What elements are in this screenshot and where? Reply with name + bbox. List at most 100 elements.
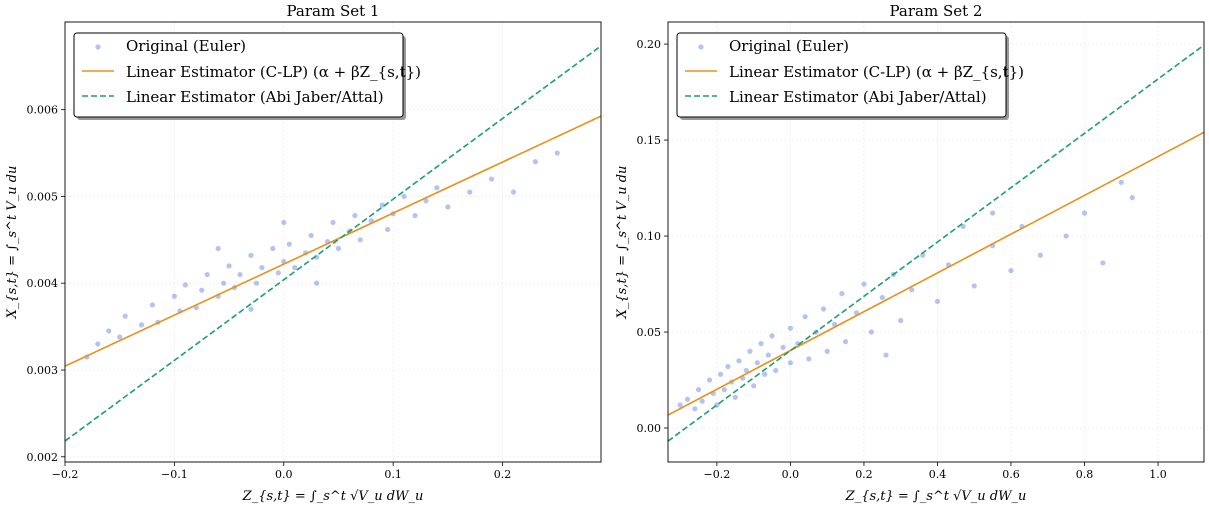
data-point (357, 237, 363, 243)
abi-jaber-attal-line (668, 44, 1204, 442)
data-point (787, 360, 794, 366)
data-point (445, 204, 451, 210)
data-point (725, 363, 731, 370)
data-point (898, 317, 904, 324)
data-point (335, 245, 342, 252)
legend-box (676, 32, 1007, 118)
data-point (1063, 233, 1069, 239)
data-point (1037, 252, 1044, 258)
data-point (820, 306, 827, 312)
x-tick-label: 0.2 (855, 468, 873, 481)
data-point (706, 377, 713, 383)
data-point (758, 340, 764, 347)
data-point (780, 344, 786, 350)
data-point (532, 159, 538, 165)
data-point (773, 367, 779, 374)
data-point (806, 356, 812, 362)
x-tick-label: −0.2 (704, 468, 731, 481)
data-point (677, 402, 683, 408)
data-point (352, 212, 358, 219)
y-tick-label: 0.004 (27, 277, 59, 290)
data-point (960, 223, 966, 230)
data-point (692, 406, 698, 412)
plot-area (65, 45, 601, 442)
legend-entry: Original (Euler) (729, 37, 849, 55)
data-point (138, 322, 145, 328)
data-point (868, 329, 874, 335)
data-point (149, 302, 156, 308)
axes-frame (667, 21, 1205, 463)
x-tick-label: −0.1 (161, 468, 188, 481)
y-tick-label: 0.10 (637, 230, 662, 243)
y-tick-label: 0.002 (27, 451, 59, 464)
data-point (106, 328, 112, 334)
data-point (95, 341, 101, 347)
y-tick-label: 0.003 (27, 364, 59, 377)
data-point (839, 291, 845, 297)
data-point (554, 150, 560, 156)
y-tick-label: 0.006 (27, 104, 59, 117)
axes-frame (64, 21, 602, 463)
data-point (934, 298, 941, 304)
data-point (275, 270, 281, 276)
legend-entry: Linear Estimator (Abi Jaber/Attal) (729, 88, 987, 106)
data-point (762, 371, 768, 377)
x-axis-label: Z_{s,t} = ∫_s^t √V_u dW_u (845, 489, 1027, 504)
data-point (221, 280, 227, 286)
data-point (717, 371, 724, 377)
legend: Original (Euler) Linear Estimator (C-LP) … (73, 32, 421, 120)
x-tick-label: 0.0 (782, 468, 800, 481)
data-point (270, 245, 276, 252)
data-point (879, 294, 885, 301)
data-point (412, 212, 418, 219)
data-point (434, 185, 440, 191)
data-point (467, 189, 473, 195)
x-tick-label: 0.2 (494, 468, 512, 481)
data-point (313, 280, 320, 286)
data-point (199, 287, 205, 293)
data-point (248, 306, 254, 312)
y-tick-label: 0.15 (637, 134, 662, 147)
plot-area (668, 44, 1204, 442)
x-axis-label: Z_{s,t} = ∫_s^t √V_u dW_u (242, 489, 424, 504)
data-point (385, 226, 391, 233)
x-tick-label: 0.1 (384, 468, 402, 481)
data-point (308, 232, 314, 239)
data-point (699, 398, 705, 404)
panel-param-set-2: Param Set 2 Z_{s,t} = ∫_s^t √V_u dW_u X_… (615, 2, 1205, 504)
data-point (747, 348, 753, 354)
data-point (743, 367, 749, 374)
legend-box (73, 32, 404, 118)
data-point (861, 281, 867, 287)
data-point (204, 271, 210, 278)
legend-entry: Original (Euler) (126, 37, 246, 55)
data-point (824, 348, 830, 354)
chart-title: Param Set 2 (890, 2, 983, 20)
abi-jaber-attal-line (65, 45, 601, 442)
data-point (122, 313, 128, 319)
legend-marker-points (698, 44, 704, 50)
clp-estimator-line (65, 115, 601, 367)
data-point (1100, 260, 1106, 266)
data-point (379, 202, 385, 208)
data-point (248, 252, 254, 259)
data-point (215, 245, 221, 252)
data-point (292, 265, 298, 271)
x-tick-label: 0.6 (1002, 468, 1020, 481)
data-point (182, 282, 188, 288)
data-point (237, 271, 243, 278)
panel-param-set-1: Param Set 1 Z_{s,t} = ∫_s^t √V_u dW_u X_… (5, 2, 602, 504)
data-point (1081, 210, 1088, 216)
data-point (286, 241, 292, 247)
chart-title: Param Set 1 (287, 2, 380, 20)
data-point (1008, 268, 1014, 274)
data-point (765, 352, 771, 358)
data-point (171, 293, 177, 299)
data-point (1118, 179, 1124, 185)
data-point (721, 387, 727, 393)
data-point (787, 325, 794, 331)
data-point (751, 383, 757, 389)
legend: Original (Euler) Linear Estimator (C-LP) … (676, 32, 1024, 120)
y-tick-label: 0.20 (637, 38, 662, 51)
